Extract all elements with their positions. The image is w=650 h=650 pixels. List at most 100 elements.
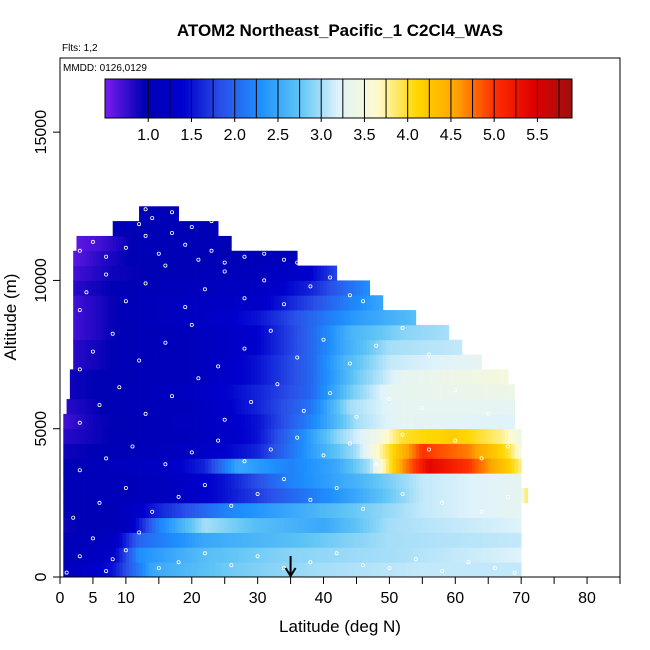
heatmap-cell (112, 428, 117, 444)
heatmap-cell (458, 458, 463, 474)
heatmap-cell (83, 265, 87, 281)
heatmap-cell (297, 562, 301, 578)
heatmap-cell (162, 428, 166, 444)
heatmap-cell (79, 502, 84, 519)
colorbar-strip (120, 79, 124, 118)
heatmap-cell (465, 428, 469, 444)
heatmap-cell (458, 369, 463, 385)
heatmap-cell (175, 265, 179, 281)
heatmap-cell (172, 250, 176, 266)
heatmap-cell (465, 369, 469, 385)
heatmap-cell (372, 399, 377, 415)
heatmap-cell (83, 547, 87, 563)
heatmap-cell (92, 532, 97, 548)
heatmap-cell (340, 428, 344, 444)
heatmap-cell (293, 339, 298, 355)
heatmap-cell (504, 458, 509, 474)
heatmap-cell (135, 235, 140, 252)
heatmap-cell (201, 339, 206, 355)
heatmap-cell (132, 310, 137, 326)
heatmap-cell (165, 235, 170, 252)
heatmap-cell (201, 428, 206, 444)
heatmap-cell (99, 280, 104, 296)
heatmap-cell (260, 488, 265, 504)
heatmap-cell (191, 265, 196, 281)
heatmap-cell (409, 399, 413, 415)
heatmap-cell (125, 413, 130, 430)
heatmap-cell (257, 354, 262, 370)
heatmap-cell (254, 458, 259, 474)
heatmap-cell (264, 295, 268, 311)
heatmap-cell (468, 443, 473, 459)
colorbar-strip (501, 79, 506, 118)
y-axis-label: Altitude (m) (1, 274, 20, 361)
heatmap-cell (96, 428, 100, 444)
colorbar-strip (372, 79, 376, 118)
heatmap-cell (402, 547, 407, 563)
heatmap-cell (221, 295, 226, 311)
heatmap-cell (208, 443, 212, 459)
heatmap-cell (422, 502, 427, 519)
heatmap-cell (392, 547, 397, 563)
heatmap-cell (363, 280, 367, 296)
heatmap-cell (228, 354, 232, 370)
heatmap-cell (425, 547, 430, 563)
heatmap-cell (221, 265, 226, 281)
heatmap-cell (442, 532, 446, 548)
heatmap-cell (442, 369, 446, 385)
heatmap-cell (435, 547, 440, 563)
heatmap-cell (303, 384, 308, 400)
heatmap-cell (109, 473, 114, 489)
heatmap-cell (303, 369, 308, 385)
sample-point (328, 391, 333, 396)
colorbar-strip (117, 79, 122, 118)
heatmap-cell (323, 517, 328, 533)
heatmap-cell (145, 235, 150, 252)
heatmap-cell (310, 547, 315, 563)
heatmap-cell (218, 369, 222, 385)
heatmap-cell (372, 488, 377, 504)
heatmap-cell (162, 265, 166, 281)
sample-point (84, 290, 89, 295)
heatmap-cell (508, 532, 512, 548)
heatmap-cell (257, 384, 262, 400)
sample-point (202, 287, 207, 292)
heatmap-cell (211, 250, 216, 266)
heatmap-cell (241, 488, 245, 504)
heatmap-cell (491, 562, 496, 578)
heatmap-cell (158, 280, 163, 296)
heatmap-cell (379, 339, 384, 355)
heatmap-cell (382, 517, 387, 533)
heatmap-cell (119, 428, 123, 444)
heatmap-cell (359, 399, 364, 415)
heatmap-cell (274, 354, 278, 370)
heatmap-cell (399, 413, 403, 430)
heatmap-cell (330, 384, 334, 400)
heatmap-cell (79, 532, 84, 548)
heatmap-cell (366, 458, 371, 474)
heatmap-cell (320, 265, 324, 281)
heatmap-cell (428, 413, 433, 430)
colorbar-strip (255, 79, 259, 118)
heatmap-cell (152, 532, 156, 548)
heatmap-cell (181, 532, 186, 548)
heatmap-cell (79, 295, 84, 311)
heatmap-cell (514, 458, 519, 474)
heatmap-cell (168, 221, 173, 237)
heatmap-cell (399, 562, 403, 578)
heatmap-cell (139, 339, 143, 355)
heatmap-cell (461, 532, 466, 548)
sample-point (249, 399, 254, 404)
heatmap-cell (333, 473, 338, 489)
heatmap-cell (267, 428, 272, 444)
heatmap-cell (412, 413, 417, 430)
heatmap-cell (458, 473, 463, 489)
heatmap-cell (435, 532, 440, 548)
heatmap-cell (145, 221, 150, 237)
heatmap-cell (284, 384, 288, 400)
heatmap-cell (178, 428, 183, 444)
heatmap-cell (112, 280, 117, 296)
heatmap-cell (241, 458, 245, 474)
heatmap-cell (297, 324, 301, 341)
heatmap-cell (125, 339, 130, 355)
